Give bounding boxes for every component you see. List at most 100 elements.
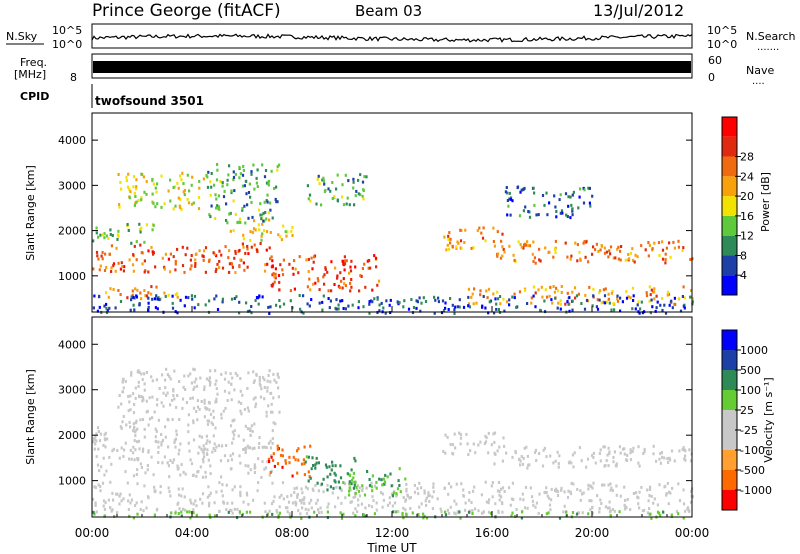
velocity-cell [199, 376, 202, 380]
velocity-cell [498, 445, 501, 449]
power-cell [192, 201, 195, 205]
velocity-cell [203, 388, 206, 392]
velocity-cell [675, 509, 679, 513]
velocity-cell [202, 451, 205, 455]
velocity-cell [294, 503, 297, 507]
power-cell [250, 172, 253, 176]
velocity-cell [682, 446, 685, 450]
velocity-cell [309, 444, 312, 448]
power-cell [286, 230, 289, 234]
power-cell [463, 241, 466, 244]
velocity-cell [493, 462, 496, 466]
velocity-cell [474, 451, 477, 455]
power-cell [133, 203, 136, 207]
velocity-cell [334, 464, 337, 468]
velocity-cell [432, 490, 435, 494]
power-cell [534, 305, 537, 309]
power-cell [152, 252, 155, 256]
velocity-cell [223, 454, 227, 458]
power-cell [131, 293, 134, 297]
velocity-cell [623, 507, 627, 511]
power-cell [271, 284, 274, 288]
velocity-cell [281, 454, 284, 458]
power-cell [266, 262, 269, 266]
velocity-cell [319, 506, 322, 510]
power-cell [262, 211, 265, 215]
velocity-cell [211, 450, 214, 454]
power-cell [349, 281, 352, 285]
velocity-cell [164, 378, 167, 382]
velocity-cell [658, 483, 661, 487]
power-cell [333, 283, 336, 286]
power-cell [402, 305, 405, 309]
velocity-cell [263, 378, 266, 382]
power-cell [472, 246, 475, 250]
velocity-cell [543, 446, 546, 450]
velocity-cell [258, 382, 261, 386]
power-cell [167, 257, 170, 261]
power-cell [217, 194, 220, 198]
velocity-cell [297, 509, 300, 513]
velocity-cell [371, 489, 374, 493]
power-cell [232, 178, 235, 182]
power-cell [133, 244, 136, 248]
velocity-cell [196, 399, 199, 403]
velocity-cell [158, 387, 161, 390]
velocity-cell [168, 475, 171, 479]
power-cell [109, 287, 112, 291]
power-cell [415, 306, 418, 310]
velocity-cell [280, 493, 283, 497]
velocity-cell [432, 482, 435, 486]
velocity-cell [450, 485, 453, 489]
velocity-cell [308, 501, 311, 505]
power-cell [278, 280, 281, 284]
velocity-cell [233, 507, 236, 511]
power-cell [208, 299, 211, 303]
velocity-cell [188, 449, 191, 453]
velocity-cell [482, 510, 485, 514]
velocity-cell [388, 496, 391, 500]
velocity-cell [173, 438, 177, 442]
power-cell [556, 306, 559, 310]
power-cell [238, 300, 241, 304]
power-cell [336, 276, 339, 280]
power-cell [103, 236, 106, 240]
power-cell [346, 196, 349, 200]
power-cell [183, 270, 186, 274]
velocity-cell [115, 492, 118, 496]
velocity-cell [515, 508, 518, 511]
velocity-cell [182, 385, 185, 389]
velocity-cell [599, 448, 602, 452]
velocity-cell [558, 516, 562, 520]
velocity-cell [314, 463, 317, 467]
power-cell [306, 184, 309, 188]
velocity-cell [548, 503, 552, 507]
velocity-cell [459, 516, 462, 520]
velocity-cell [148, 417, 152, 421]
power-cell [345, 202, 348, 206]
velocity-cell [527, 463, 530, 467]
velocity-cell [607, 483, 610, 487]
velocity-cell [225, 508, 228, 512]
velocity-cell [311, 487, 314, 491]
power-cell [639, 307, 642, 311]
velocity-cell [409, 496, 412, 499]
velocity-cell [364, 506, 367, 510]
power-cell [691, 300, 694, 304]
velocity-cell [501, 459, 504, 463]
power-cell [569, 257, 572, 261]
power-cell [532, 186, 535, 190]
power-cell [448, 231, 451, 235]
power-cell [244, 221, 247, 225]
power-cell [193, 294, 197, 298]
power-cell [604, 287, 607, 291]
velocity-cell [268, 509, 271, 513]
power-cell [599, 289, 602, 293]
power-cell [103, 304, 106, 308]
power-cell [527, 244, 530, 248]
velocity-cell [138, 371, 141, 374]
power-colorbar-swatch [722, 196, 737, 216]
power-cell [344, 173, 347, 177]
power-cell [559, 299, 562, 303]
power-cell [367, 266, 370, 270]
